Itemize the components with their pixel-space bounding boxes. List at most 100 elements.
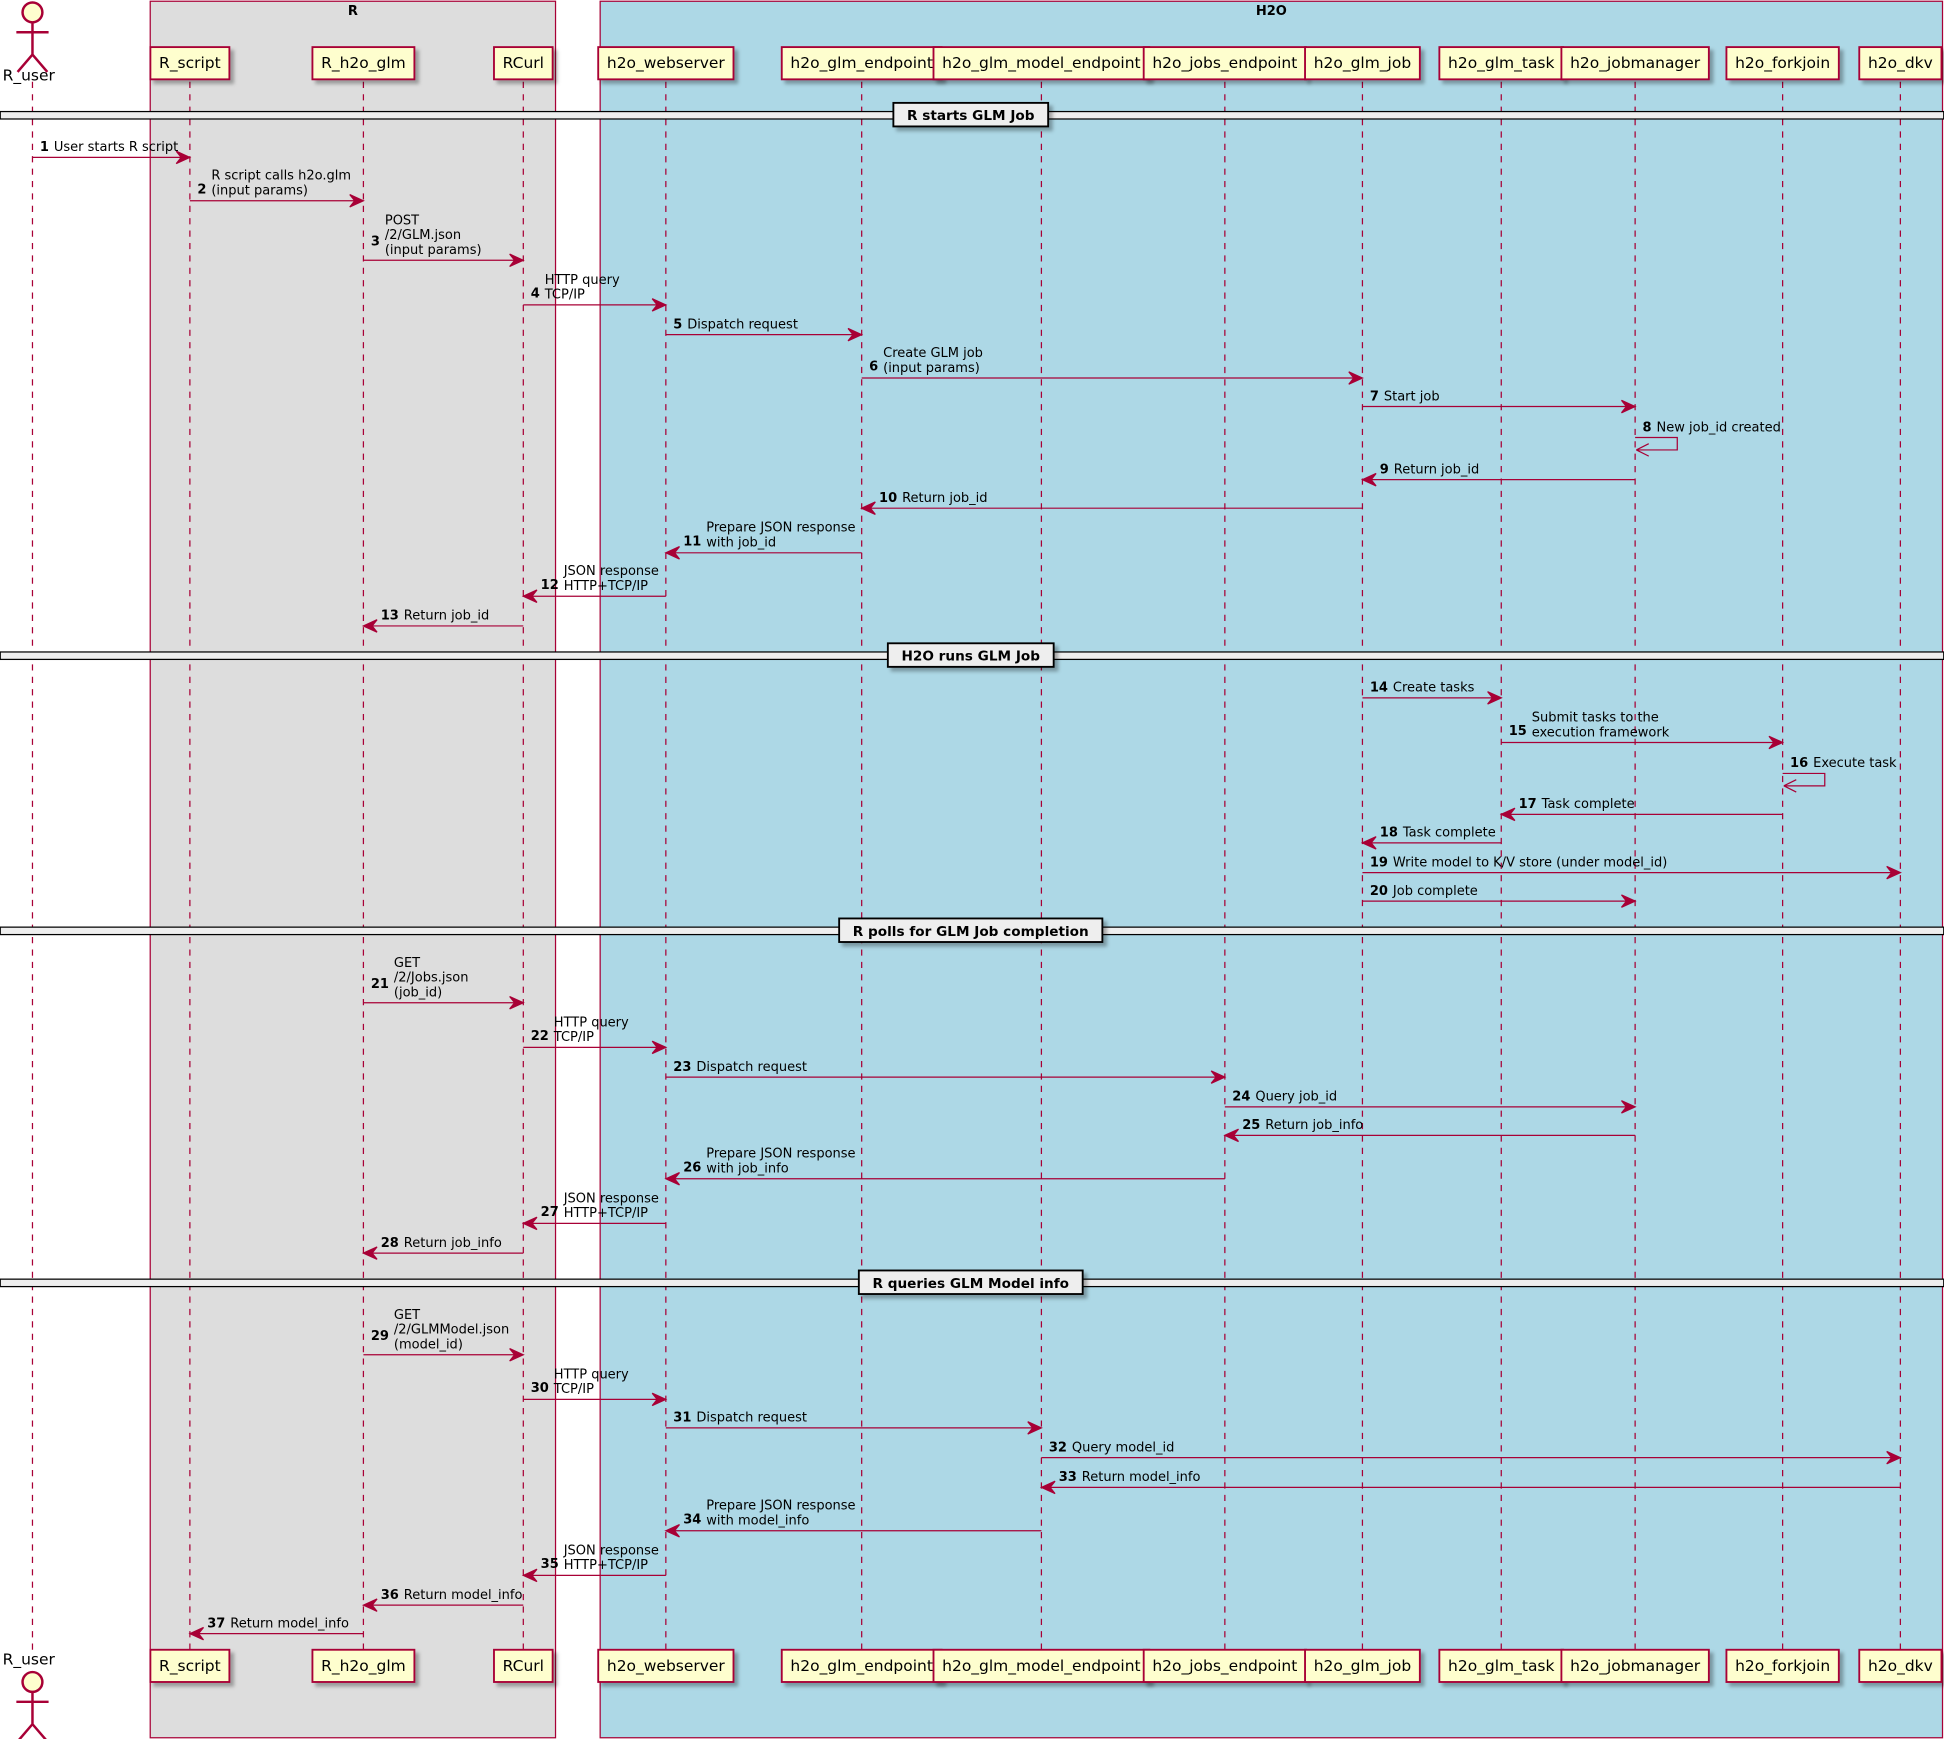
participant-label: R_h2o_glm: [321, 54, 406, 73]
group-frame: [599, 0, 1944, 1739]
message-label: Dispatch request: [696, 1411, 807, 1426]
message-number: 26: [683, 1160, 701, 1175]
arrowhead: [509, 253, 525, 268]
message-number: 11: [683, 534, 701, 549]
arrowhead: [1621, 399, 1637, 414]
message-20: 20 Job complete: [1362, 884, 1637, 908]
participant-label: R_script: [159, 54, 221, 73]
arrowhead: [651, 298, 668, 312]
message-label: Return job_info: [404, 1236, 502, 1251]
message-label: User starts R script: [54, 140, 178, 155]
participant-box: [1725, 1648, 1840, 1683]
arrowhead: [1783, 779, 1797, 793]
participant-label: RCurl: [503, 1657, 544, 1675]
arrowhead: [188, 1626, 205, 1641]
participant-label: h2o_glm_task: [1448, 1657, 1554, 1676]
message-9: 9 Return job_id: [1360, 462, 1636, 487]
participant-label: h2o_dkv: [1868, 1657, 1933, 1676]
message-23: 23 Dispatch request: [665, 1060, 1227, 1084]
divider-label: H2O runs GLM Job: [901, 649, 1040, 665]
actor-label: R_user: [3, 1651, 56, 1670]
message-label: TCP/IP: [553, 1030, 594, 1045]
participant-box: [1304, 46, 1421, 81]
message-number: 7: [1370, 389, 1379, 404]
actor-label: R_user: [3, 67, 56, 86]
message-number: 17: [1519, 797, 1537, 812]
message-number: 9: [1380, 462, 1389, 477]
participant-box: [780, 1648, 943, 1683]
participant-label: h2o_forkjoin: [1735, 54, 1830, 73]
message-label: Create tasks: [1393, 681, 1475, 696]
arrowhead: [361, 1598, 378, 1612]
message-number: 19: [1370, 855, 1388, 870]
participant-label: h2o_glm_endpoint: [790, 54, 933, 73]
arrowhead: [664, 1524, 680, 1538]
participant-R_script-top: R_script: [149, 46, 231, 81]
message-1: 1 User starts R script: [32, 140, 192, 165]
message-number: 6: [869, 360, 878, 375]
participant-h2o_dkv-bottom: h2o_dkv: [1858, 1648, 1943, 1683]
message-14: 14 Create tasks: [1362, 681, 1503, 705]
message-2: 2 R script calls h2o.glm(input params): [189, 169, 365, 208]
stick-figure-icon: [16, 1, 49, 73]
message-label: Prepare JSON response: [706, 1147, 855, 1162]
message-number: 27: [541, 1205, 559, 1220]
message-37: 37 Return model_info: [188, 1616, 364, 1641]
participant-h2o_glm_job-bottom: h2o_glm_job: [1304, 1648, 1421, 1683]
arrowhead: [1621, 894, 1637, 908]
message-24: 24 Query job_id: [1224, 1090, 1637, 1114]
message-label: TCP/IP: [544, 288, 585, 303]
participant-h2o_forkjoin-top: h2o_forkjoin: [1725, 46, 1840, 81]
message-label: HTTP query: [554, 1015, 629, 1030]
arrowhead: [664, 546, 680, 560]
message-number: 33: [1059, 1470, 1077, 1485]
message-label: Dispatch request: [687, 317, 798, 332]
message-label: HTTP+TCP/IP: [564, 1558, 648, 1573]
message-label: execution framework: [1532, 725, 1670, 740]
arrowhead: [1210, 1070, 1227, 1084]
participant-box: [1304, 1648, 1421, 1683]
actor-top: R_user: [3, 1, 56, 86]
arrowhead: [509, 995, 525, 1010]
participant-h2o_glm_job-top: h2o_glm_job: [1304, 46, 1421, 81]
message-number: 13: [381, 609, 399, 624]
arrowhead: [361, 1246, 378, 1260]
message-label: Start job: [1384, 389, 1440, 404]
message-number: 2: [197, 182, 206, 197]
arrowhead: [1360, 836, 1377, 850]
participant-label: h2o_glm_job: [1314, 54, 1411, 73]
participant-box: [149, 1648, 231, 1683]
message-label: (job_id): [394, 986, 442, 1001]
message-number: 22: [531, 1029, 549, 1044]
message-36: 36 Return model_info: [361, 1588, 524, 1612]
message-label: Prepare JSON response: [706, 521, 855, 536]
message-label: Write model to K/V store (under model_id…: [1393, 855, 1667, 870]
group-box-h2o: H2O: [599, 0, 1944, 1739]
participant-box: [597, 1648, 735, 1683]
message-label: Create GLM job: [883, 346, 983, 361]
participant-label: h2o_webserver: [607, 1657, 726, 1676]
participant-h2o_glm_model_endpoint-bottom: h2o_glm_model_endpoint: [932, 1648, 1151, 1683]
message-number: 15: [1509, 724, 1527, 739]
participant-RCurl-bottom: RCurl: [493, 1648, 554, 1683]
participant-h2o_jobs_endpoint-bottom: h2o_jobs_endpoint: [1142, 1648, 1307, 1683]
message-label: Submit tasks to the: [1532, 710, 1659, 725]
message-label: (input params): [385, 243, 482, 258]
message-label: with model_info: [706, 1514, 809, 1529]
message-number: 12: [541, 578, 559, 593]
divider-box: [886, 642, 1055, 668]
participant-h2o_jobs_endpoint-top: h2o_jobs_endpoint: [1142, 46, 1307, 81]
arrowhead: [521, 1216, 538, 1231]
participant-label: R_script: [159, 1657, 221, 1676]
message-label: Return job_id: [1394, 462, 1479, 477]
message-number: 8: [1643, 420, 1652, 435]
participant-h2o_glm_task-bottom: h2o_glm_task: [1438, 1648, 1565, 1683]
message-label: (input params): [883, 361, 980, 376]
arrowhead: [1039, 1480, 1056, 1495]
message-label: Task complete: [1402, 826, 1496, 841]
message-number: 23: [673, 1060, 691, 1075]
